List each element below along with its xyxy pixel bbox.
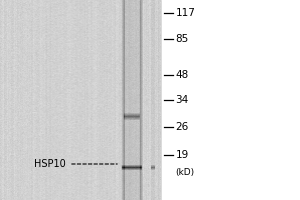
Text: 117: 117 <box>176 8 195 18</box>
Text: 19: 19 <box>176 150 189 160</box>
Text: 48: 48 <box>176 70 189 80</box>
Text: 85: 85 <box>176 34 189 44</box>
Text: 34: 34 <box>176 95 189 105</box>
Text: 26: 26 <box>176 122 189 132</box>
Text: (kD): (kD) <box>176 168 195 176</box>
Text: HSP10: HSP10 <box>34 159 66 169</box>
